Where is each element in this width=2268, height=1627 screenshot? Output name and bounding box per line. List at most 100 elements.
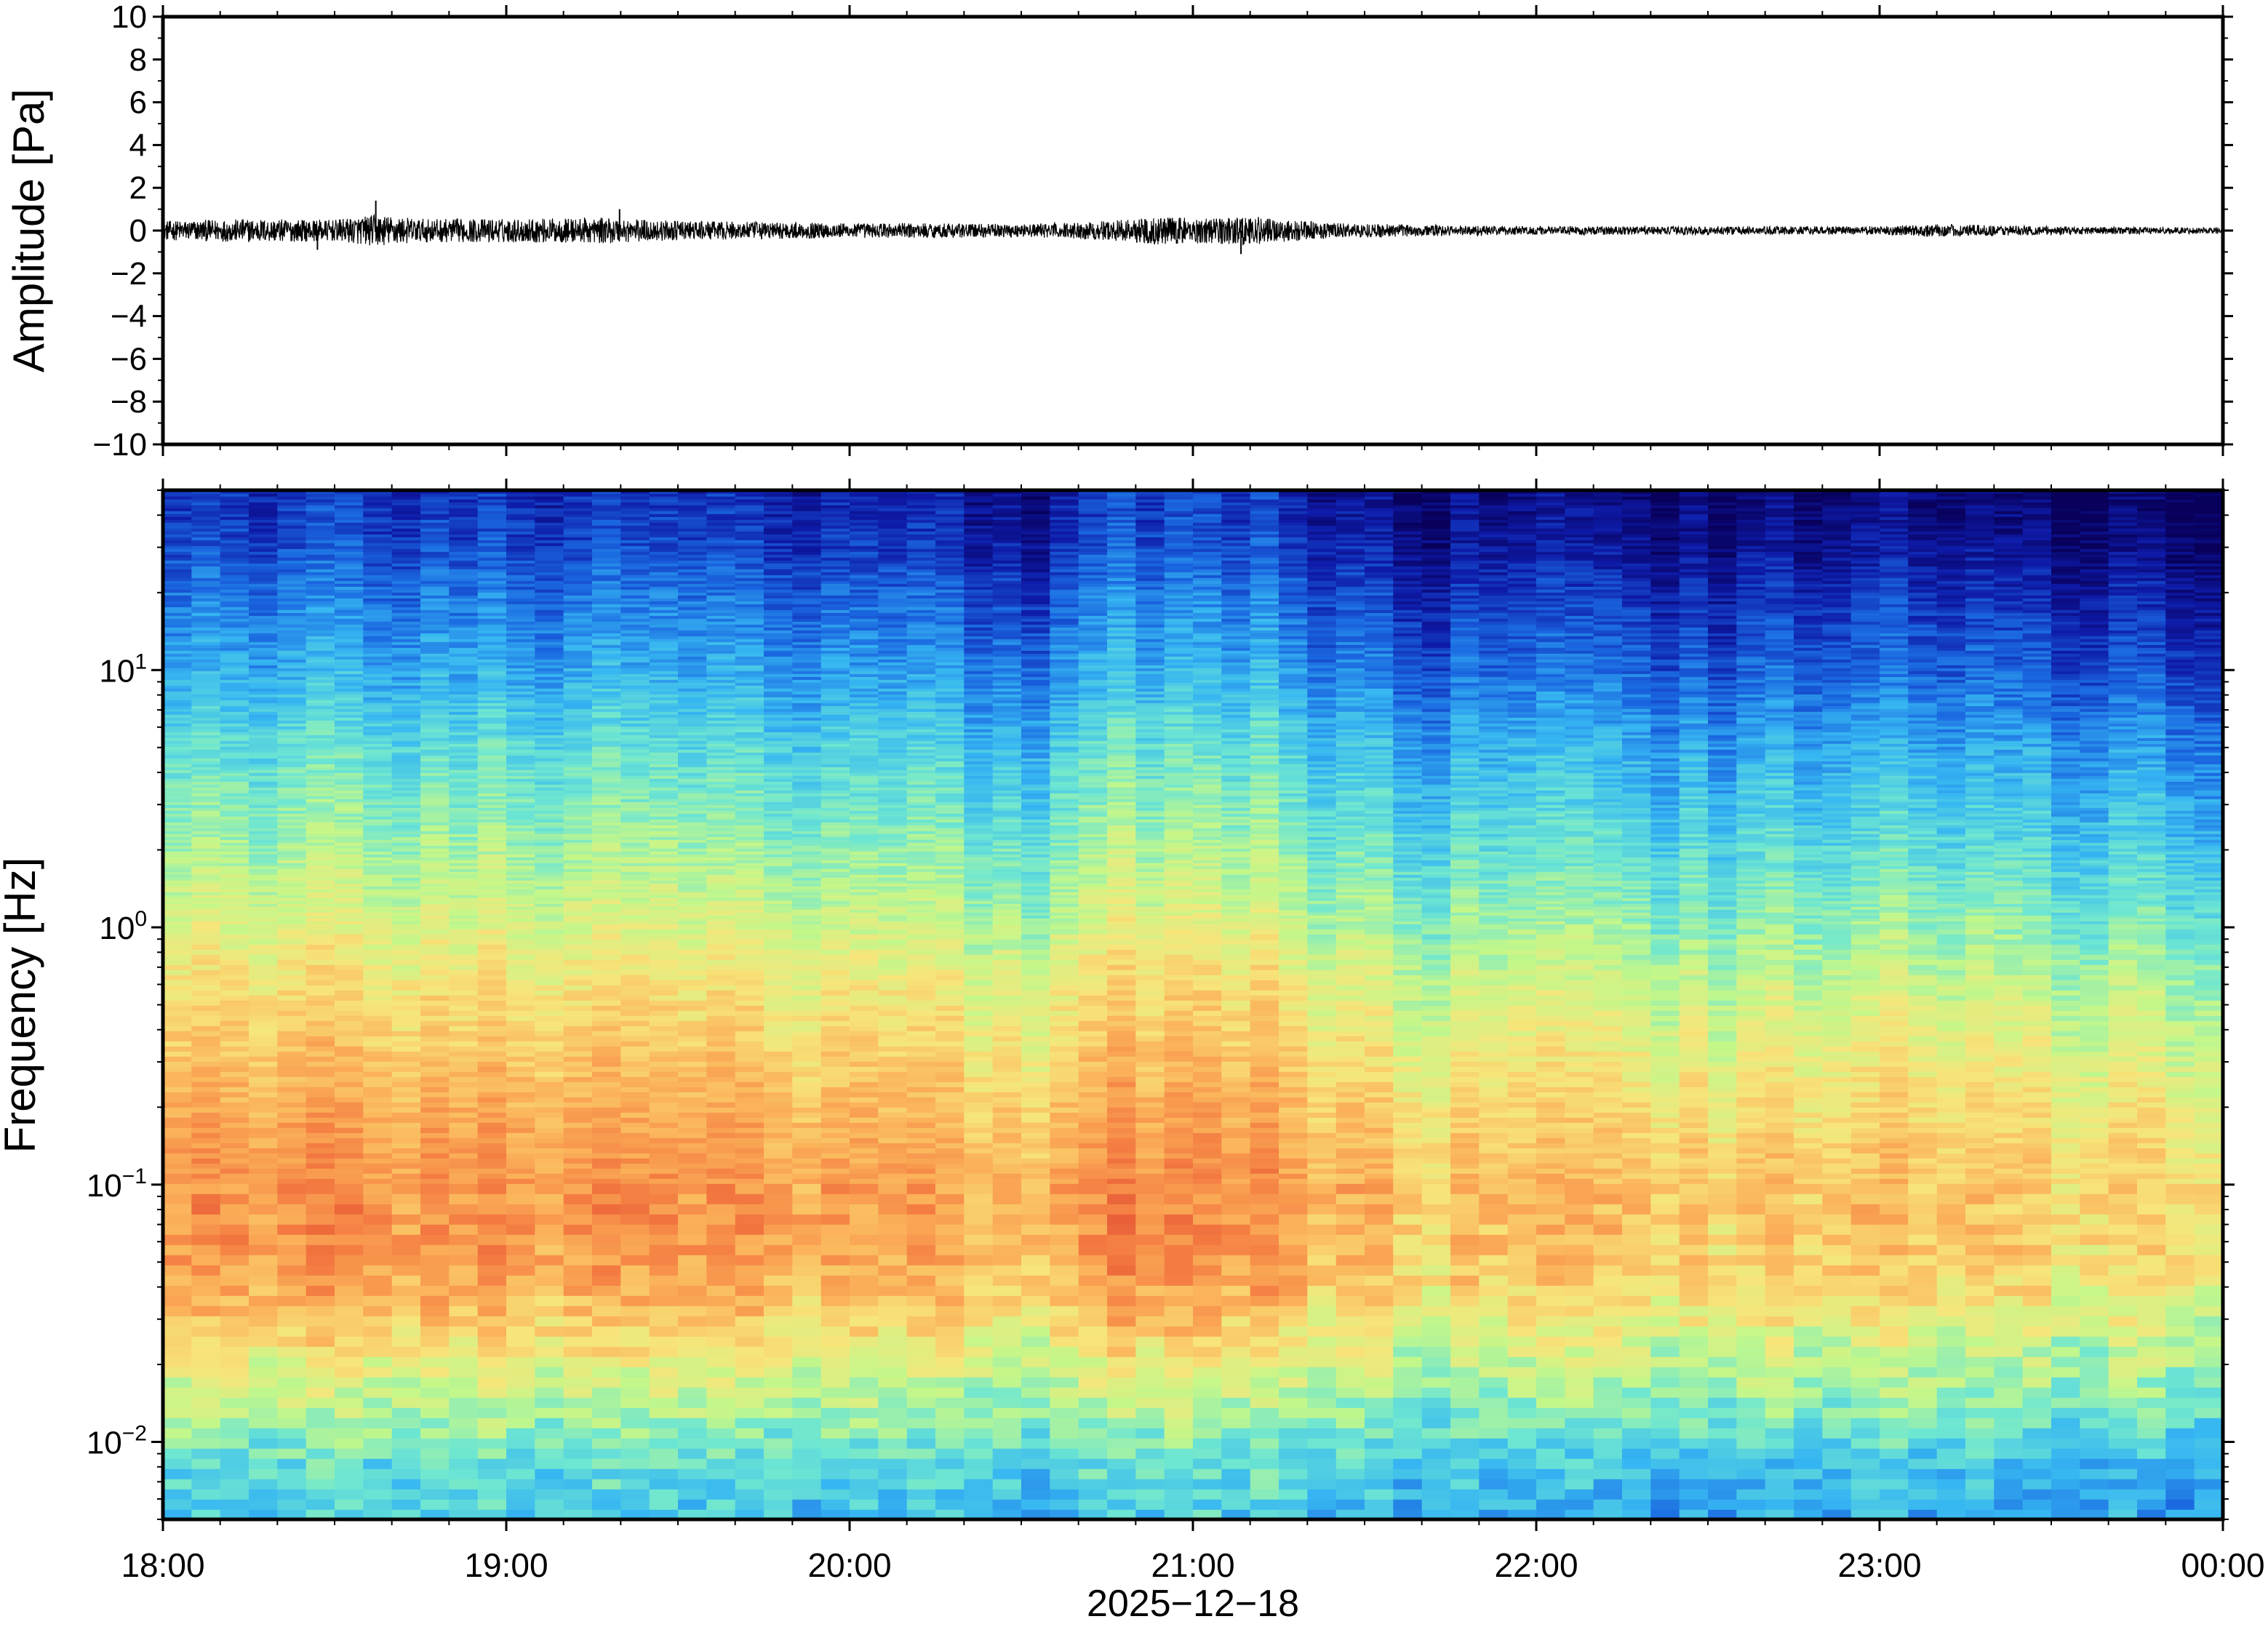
- spectrogram-cell: [735, 1010, 764, 1016]
- spectrogram-cell: [706, 1234, 735, 1245]
- spectrogram-cell: [535, 1153, 564, 1159]
- spectrogram-cell: [478, 985, 507, 991]
- spectrogram-cell: [163, 1306, 192, 1316]
- spectrogram-cell: [506, 1127, 535, 1133]
- spectrogram-cell: [335, 1468, 364, 1479]
- spectrogram-cell: [363, 939, 392, 945]
- spectrogram-cell: [650, 1356, 679, 1367]
- spectrogram-cell: [306, 1026, 335, 1031]
- spectrogram-cell: [249, 1138, 278, 1143]
- spectrogram-cell: [706, 1316, 735, 1327]
- spectrogram-cell: [678, 1158, 707, 1164]
- spectrogram-cell: [306, 1499, 335, 1510]
- spectrogram-cell: [735, 1224, 764, 1235]
- spectrogram-cell: [478, 1295, 507, 1306]
- spectrogram-cell: [220, 1107, 249, 1113]
- spectrogram-cell: [163, 1168, 192, 1174]
- spectrogram-cell: [478, 1031, 507, 1036]
- spectrogram-cell: [506, 1178, 535, 1184]
- spectrogram-cell: [420, 1306, 450, 1316]
- spectrogram-cell: [191, 1346, 220, 1357]
- spectrogram-cell: [592, 1183, 621, 1194]
- spectrogram-cell: [535, 1026, 564, 1031]
- spectrogram-cell: [564, 990, 593, 996]
- spectrogram-cell: [650, 1026, 679, 1031]
- spectrogram-cell: [335, 1082, 364, 1087]
- spectrogram-cell: [363, 1194, 392, 1204]
- spectrogram-cell: [420, 1107, 450, 1113]
- spectrogram-cell: [735, 1367, 764, 1378]
- spectrogram-cell: [650, 1285, 679, 1296]
- spectrogram-cell: [678, 1132, 707, 1138]
- spectrogram-cell: [706, 1000, 735, 1006]
- spectrogram-cell: [249, 1010, 278, 1016]
- spectrogram-cell: [220, 954, 249, 960]
- spectrogram-cell: [191, 1234, 220, 1245]
- spectrogram-cell: [478, 990, 507, 996]
- spectrogram-cell: [564, 1458, 593, 1469]
- spectrogram-cell: [535, 1031, 564, 1036]
- spectrogram-cell: [191, 980, 220, 986]
- spectrogram-cell: [163, 1479, 192, 1490]
- spectrogram-cell: [191, 1092, 220, 1098]
- spectrogram-cell: [706, 1168, 735, 1174]
- spectrogram-cell: [706, 944, 735, 950]
- spectrogram-cell: [277, 1046, 306, 1052]
- spectrogram-cell: [535, 1102, 564, 1108]
- spectrogram-cell: [335, 1173, 364, 1179]
- spectrogram-cell: [220, 1000, 249, 1006]
- spectrogram-cell: [650, 929, 679, 935]
- spectrogram-cell: [363, 1066, 392, 1072]
- spectrogram-cell: [191, 1041, 220, 1047]
- spectrogram-cell: [392, 985, 421, 991]
- spectrogram-cell: [535, 929, 564, 935]
- spectrogram-cell: [506, 990, 535, 996]
- spectrogram-cell: [392, 1173, 421, 1179]
- spectrogram-cell: [191, 1087, 220, 1092]
- spectrogram-cell: [163, 1076, 192, 1082]
- spectrogram-cell: [392, 1214, 421, 1225]
- spectrogram-cell: [706, 1148, 735, 1154]
- spectrogram-cell: [335, 1122, 364, 1128]
- spectrogram-cell: [478, 1092, 507, 1098]
- spectrogram-cell: [449, 1046, 478, 1052]
- spectrogram-cell: [564, 1183, 593, 1194]
- waveform-y-tick-label: −2: [111, 256, 147, 292]
- spectrogram-cell: [335, 1418, 364, 1428]
- spectrogram-cell: [306, 1407, 335, 1418]
- spectrogram-cell: [163, 1015, 192, 1021]
- spectrogram-cell: [706, 1010, 735, 1016]
- spectrogram-cell: [678, 1265, 707, 1276]
- spectrogram-cell: [306, 1316, 335, 1327]
- spectrogram-cell: [220, 1076, 249, 1082]
- spectrogram-cell: [706, 1285, 735, 1296]
- spectrogram-cell: [735, 1000, 764, 1006]
- spectrogram-cell: [478, 1122, 507, 1128]
- spectrogram-cell: [191, 1377, 220, 1388]
- spectrogram-cell: [392, 1204, 421, 1215]
- spectrogram-cell: [620, 995, 650, 1001]
- waveform-y-tick-label: 10: [111, 0, 147, 35]
- spectrogram-cell: [449, 1428, 478, 1439]
- spectrogram-cell: [592, 1234, 621, 1245]
- spectrogram-cell: [620, 1051, 650, 1057]
- waveform-y-tick-label: −6: [111, 341, 147, 377]
- spectrogram-cell: [220, 1051, 249, 1057]
- spectrogram-cell: [535, 1428, 564, 1439]
- spectrogram-cell: [535, 1071, 564, 1077]
- spectrogram-cell: [592, 964, 621, 970]
- spectrogram-cell: [478, 1183, 507, 1194]
- spectrogram-cell: [420, 939, 450, 945]
- spectrogram-cell: [706, 1132, 735, 1138]
- spectrogram-cell: [650, 1056, 679, 1062]
- spectrogram-cell: [592, 939, 621, 945]
- spectrogram-cell: [564, 1153, 593, 1159]
- spectrogram-cell: [249, 1418, 278, 1428]
- spectrogram-cell: [277, 1387, 306, 1398]
- spectrogram-cell: [564, 1336, 593, 1347]
- spectrogram-cell: [678, 1041, 707, 1047]
- spectrogram-cell: [735, 980, 764, 986]
- spectrogram-cell: [478, 954, 507, 960]
- spectrogram-cell: [506, 1102, 535, 1108]
- spectrogram-cell: [478, 1061, 507, 1067]
